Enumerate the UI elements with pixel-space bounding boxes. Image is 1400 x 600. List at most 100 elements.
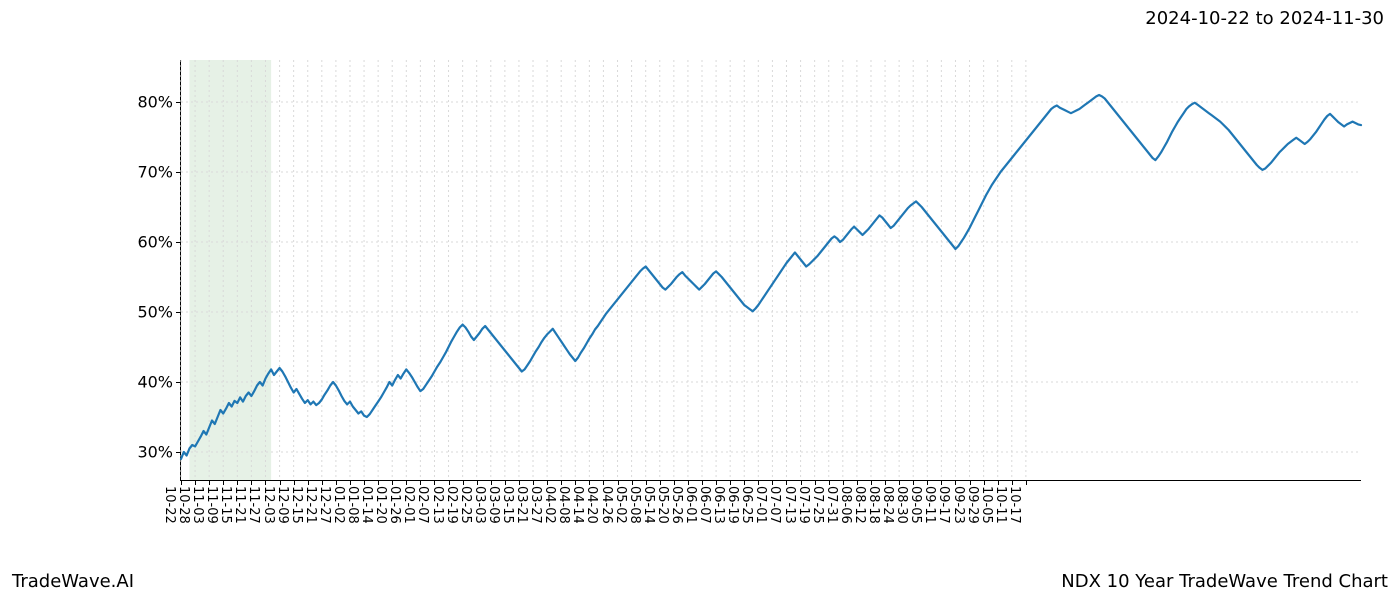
xtick-mark <box>280 480 281 485</box>
xtick-label: 04-26 <box>599 486 614 524</box>
xtick-mark <box>364 480 365 485</box>
xtick-label: 05-02 <box>613 486 628 524</box>
xtick-mark <box>265 480 266 485</box>
xtick-label: 07-25 <box>810 486 825 524</box>
xtick-label: 02-07 <box>415 486 430 524</box>
footer-brand: TradeWave.AI <box>12 571 134 592</box>
xtick-mark <box>871 480 872 485</box>
xtick-label: 01-20 <box>373 486 388 524</box>
xtick-mark <box>1026 480 1027 485</box>
ytick-label: 40% <box>137 373 181 392</box>
xtick-mark <box>322 480 323 485</box>
xtick-mark <box>899 480 900 485</box>
xtick-label: 08-12 <box>852 486 867 524</box>
xtick-mark <box>801 480 802 485</box>
xtick-mark <box>308 480 309 485</box>
xtick-label: 07-31 <box>824 486 839 524</box>
xtick-label: 07-13 <box>782 486 797 524</box>
xtick-mark <box>603 480 604 485</box>
xtick-mark <box>519 480 520 485</box>
xtick-mark <box>758 480 759 485</box>
xtick-mark <box>434 480 435 485</box>
ytick-label: 60% <box>137 233 181 252</box>
ytick-label: 80% <box>137 93 181 112</box>
xtick-mark <box>505 480 506 485</box>
xtick-label: 11-09 <box>204 486 219 524</box>
xtick-mark <box>561 480 562 485</box>
xtick-label: 10-28 <box>176 486 191 524</box>
xtick-label: 06-13 <box>711 486 726 524</box>
xtick-label: 11-03 <box>190 486 205 524</box>
xtick-label: 04-02 <box>542 486 557 524</box>
xtick-label: 02-13 <box>430 486 445 524</box>
xtick-label: 03-15 <box>500 486 515 524</box>
xtick-mark <box>589 480 590 485</box>
xtick-label: 12-27 <box>317 486 332 524</box>
xtick-label: 12-09 <box>275 486 290 524</box>
xtick-mark <box>998 480 999 485</box>
xtick-mark <box>237 480 238 485</box>
ytick-label: 50% <box>137 303 181 322</box>
xtick-label: 05-26 <box>669 486 684 524</box>
xtick-mark <box>336 480 337 485</box>
xtick-mark <box>660 480 661 485</box>
xtick-label: 06-19 <box>725 486 740 524</box>
xtick-label: 05-20 <box>655 486 670 524</box>
xtick-label: 03-21 <box>514 486 529 524</box>
xtick-mark <box>632 480 633 485</box>
xtick-mark <box>857 480 858 485</box>
xtick-label: 03-27 <box>528 486 543 524</box>
xtick-mark <box>195 480 196 485</box>
xtick-label: 08-18 <box>866 486 881 524</box>
xtick-mark <box>815 480 816 485</box>
chart-container: 2024-10-22 to 2024-11-30 10-2210-2811-03… <box>0 0 1400 600</box>
xtick-mark <box>491 480 492 485</box>
xtick-label: 09-17 <box>936 486 951 524</box>
xtick-mark <box>392 480 393 485</box>
xtick-mark <box>970 480 971 485</box>
xtick-mark <box>955 480 956 485</box>
xtick-mark <box>913 480 914 485</box>
ytick-label: 70% <box>137 163 181 182</box>
xtick-label: 03-09 <box>486 486 501 524</box>
xtick-label: 08-30 <box>894 486 909 524</box>
xtick-label: 02-25 <box>458 486 473 524</box>
xtick-label: 01-02 <box>331 486 346 524</box>
xtick-mark <box>674 480 675 485</box>
xtick-label: 10-11 <box>993 486 1008 524</box>
xtick-mark <box>223 480 224 485</box>
xtick-mark <box>463 480 464 485</box>
xtick-mark <box>646 480 647 485</box>
ytick-label: 30% <box>137 443 181 462</box>
xtick-mark <box>702 480 703 485</box>
xtick-mark <box>1012 480 1013 485</box>
xtick-label: 04-20 <box>584 486 599 524</box>
xtick-mark <box>209 480 210 485</box>
xtick-mark <box>378 480 379 485</box>
xtick-label: 12-21 <box>303 486 318 524</box>
xtick-mark <box>420 480 421 485</box>
xtick-mark <box>688 480 689 485</box>
xtick-label: 12-15 <box>289 486 304 524</box>
xtick-label: 07-07 <box>767 486 782 524</box>
xtick-mark <box>843 480 844 485</box>
xtick-mark <box>941 480 942 485</box>
xtick-mark <box>885 480 886 485</box>
xtick-label: 01-14 <box>359 486 374 524</box>
chart-svg <box>181 60 1361 480</box>
xtick-mark <box>744 480 745 485</box>
xtick-label: 02-19 <box>444 486 459 524</box>
xtick-mark <box>449 480 450 485</box>
xtick-mark <box>350 480 351 485</box>
xtick-mark <box>181 480 182 485</box>
date-range-label: 2024-10-22 to 2024-11-30 <box>1145 8 1384 29</box>
xtick-label: 05-08 <box>627 486 642 524</box>
xtick-label: 10-17 <box>1007 486 1022 524</box>
xtick-mark <box>477 480 478 485</box>
plot-area: 10-2210-2811-0311-0911-1511-2111-2712-03… <box>180 60 1361 481</box>
xtick-label: 11-27 <box>246 486 261 524</box>
xtick-mark <box>294 480 295 485</box>
xtick-mark <box>618 480 619 485</box>
xtick-label: 01-08 <box>345 486 360 524</box>
xtick-label: 10-05 <box>979 486 994 524</box>
